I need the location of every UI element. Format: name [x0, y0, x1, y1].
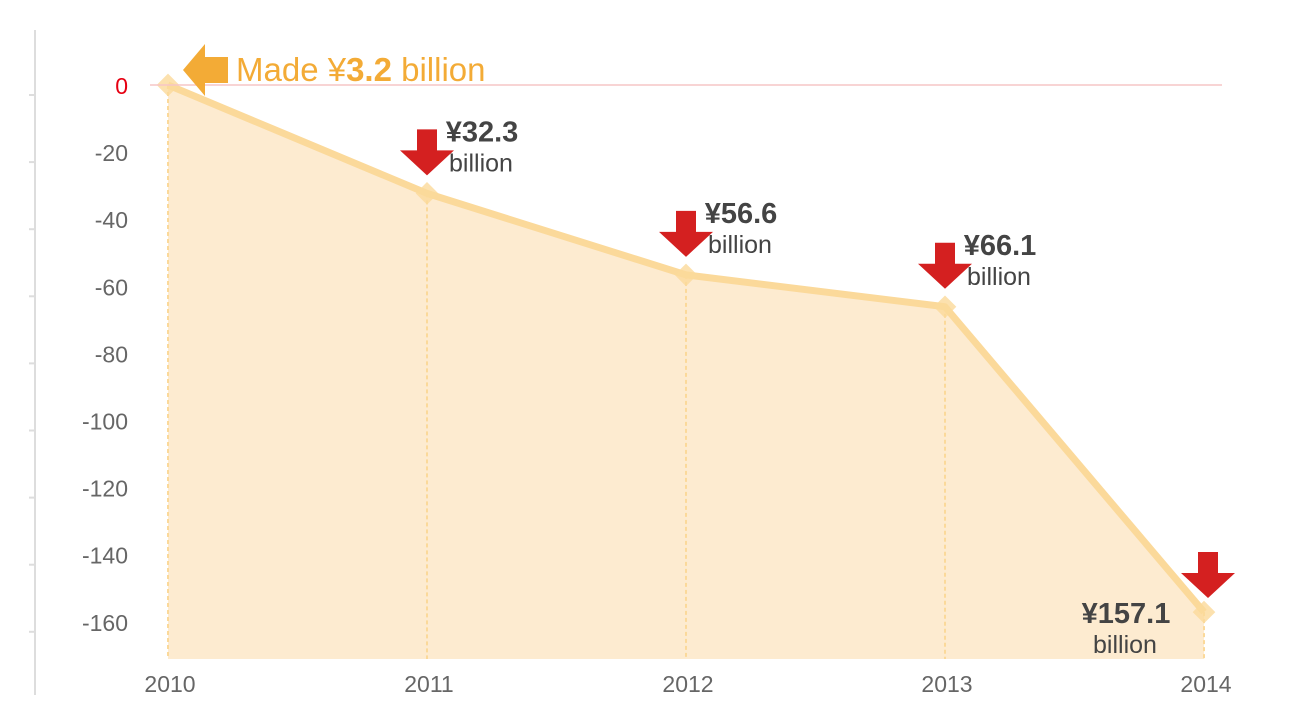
y-tick-label: -160 [82, 610, 128, 636]
annotation-amount-2012: ¥56.6 [705, 198, 778, 230]
annotation-unit-2012: billion [708, 231, 772, 259]
annotation-unit-2011: billion [449, 149, 513, 177]
down-arrow-icon [659, 210, 713, 257]
x-tick-label-2012: 2012 [662, 671, 713, 697]
y-tick-label: -140 [82, 543, 128, 569]
annotation-unit-2014: billion [1093, 631, 1157, 659]
data-point-2013 [933, 295, 957, 319]
x-tick-label-2014: 2014 [1180, 671, 1231, 697]
down-arrow-icon [1181, 552, 1235, 598]
annotation-amount-2014: ¥157.1 [1082, 598, 1171, 630]
area-fill [168, 85, 1204, 659]
left-arrow-icon [183, 44, 228, 96]
annotation-unit-2013: billion [967, 263, 1031, 291]
x-tick-label-2010: 2010 [144, 671, 195, 697]
annotation-2010: Made ¥3.2 billion [236, 51, 486, 88]
x-tick-label-2013: 2013 [921, 671, 972, 697]
y-tick-label: -100 [82, 409, 128, 435]
annotation-amount-2011: ¥32.3 [446, 116, 519, 148]
data-point-2014 [1192, 600, 1216, 624]
annotation-amount-2013: ¥66.1 [964, 230, 1037, 262]
y-tick-label: 0 [115, 73, 128, 99]
down-arrow-icon [400, 129, 454, 176]
y-tick-label: -120 [82, 476, 128, 502]
y-tick-label: -60 [95, 274, 128, 300]
y-tick-label: -80 [95, 341, 128, 367]
y-tick-label: -20 [95, 140, 128, 166]
data-point-2012 [674, 263, 698, 287]
x-tick-label-2011: 2011 [404, 671, 453, 697]
down-arrow-icon [918, 242, 972, 289]
y-tick-label: -40 [95, 207, 128, 233]
